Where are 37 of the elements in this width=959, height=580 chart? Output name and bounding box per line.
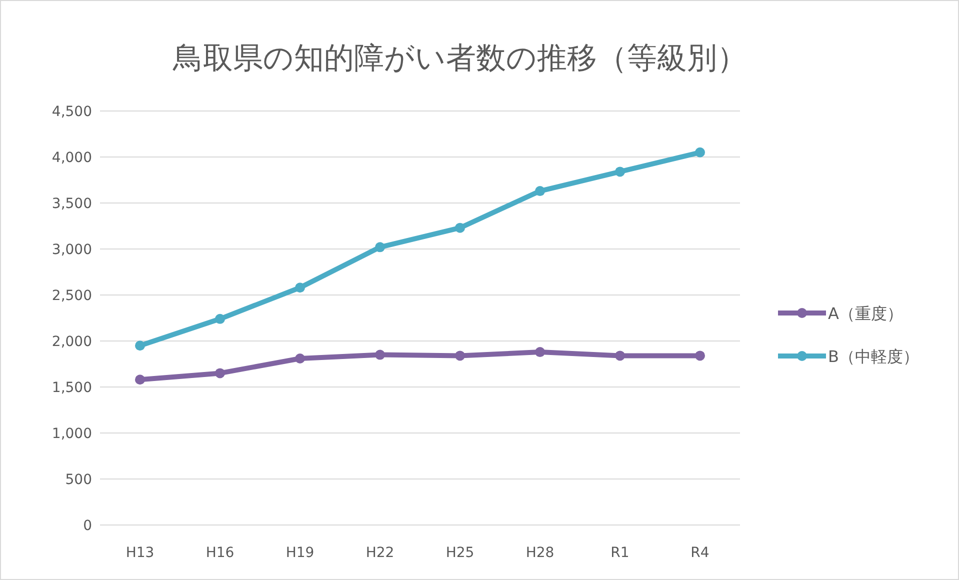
point — [695, 350, 705, 361]
x-tick-label: H16 — [206, 545, 234, 561]
x-tick-label: H13 — [126, 545, 154, 561]
y-tick-label: 3,000 — [52, 242, 92, 258]
x-tick-label: H25 — [446, 545, 474, 561]
y-tick-label: 1,500 — [52, 380, 92, 396]
y-tick-label: 1,000 — [52, 426, 92, 442]
y-tick-label: 3,500 — [52, 196, 92, 212]
y-tick-label: 2,500 — [52, 288, 92, 304]
point — [295, 353, 305, 364]
legend-label: A（重度） — [828, 304, 903, 323]
point — [455, 350, 465, 361]
legend-label: B（中軽度） — [828, 347, 919, 366]
point — [535, 186, 545, 196]
y-tick-label: 500 — [65, 472, 92, 488]
y-tick-label: 0 — [83, 518, 92, 534]
point — [615, 350, 625, 361]
x-tick-label: H28 — [526, 545, 554, 561]
x-tick-label: R4 — [690, 545, 710, 561]
point — [135, 374, 145, 385]
point — [215, 314, 225, 324]
chart-title: 鳥取県の知的障がい者数の推移（等級別） — [172, 41, 747, 76]
point — [215, 368, 225, 378]
point — [615, 166, 625, 177]
y-tick-label: 2,000 — [52, 334, 92, 350]
point — [135, 340, 145, 351]
x-tick-label: R1 — [610, 545, 630, 561]
y-tick-label: 4,500 — [52, 104, 92, 120]
point — [455, 222, 465, 233]
x-tick-label: H22 — [366, 545, 394, 561]
point — [695, 147, 705, 158]
point — [375, 350, 385, 360]
x-tick-label: H19 — [286, 545, 314, 561]
point — [375, 242, 385, 252]
point — [295, 282, 305, 293]
point — [535, 347, 545, 358]
y-tick-label: 4,000 — [52, 150, 92, 166]
